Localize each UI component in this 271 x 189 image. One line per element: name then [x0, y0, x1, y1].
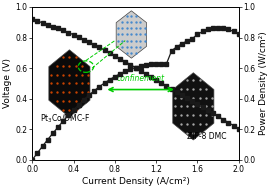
Y-axis label: Voltage (V): Voltage (V): [4, 58, 12, 108]
Polygon shape: [173, 73, 214, 140]
Text: Pt$_3$Co/DMC-F: Pt$_3$Co/DMC-F: [40, 112, 91, 125]
Y-axis label: Power Density (W/cm²): Power Density (W/cm²): [259, 32, 267, 135]
Text: ZIF-8 DMC: ZIF-8 DMC: [187, 132, 227, 141]
Polygon shape: [116, 11, 147, 58]
Text: confinement: confinement: [117, 74, 165, 83]
Polygon shape: [49, 50, 90, 117]
X-axis label: Current Density (A/cm²): Current Density (A/cm²): [82, 177, 189, 186]
